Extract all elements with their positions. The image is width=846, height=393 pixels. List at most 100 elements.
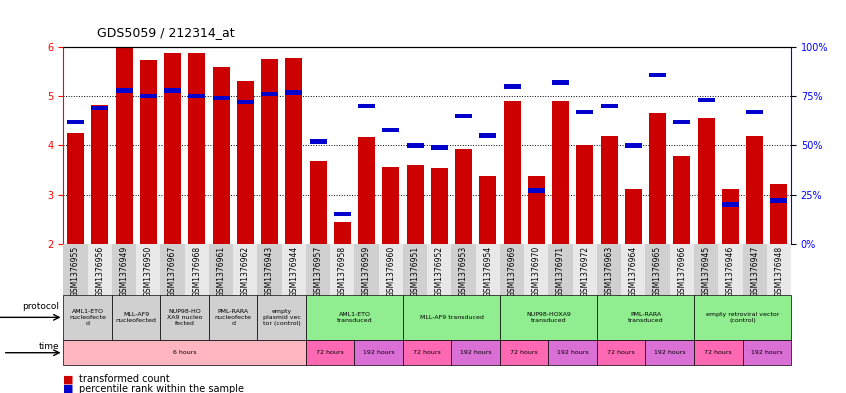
- Bar: [694, 244, 718, 295]
- Bar: [407, 165, 424, 244]
- Bar: [597, 295, 694, 340]
- Text: GSM1376956: GSM1376956: [96, 246, 104, 298]
- Bar: [354, 244, 379, 295]
- Text: GSM1376957: GSM1376957: [314, 246, 322, 298]
- Bar: [161, 244, 184, 295]
- Text: ■: ■: [63, 384, 74, 393]
- Bar: [427, 244, 452, 295]
- Bar: [334, 222, 351, 244]
- Bar: [503, 101, 520, 244]
- Bar: [645, 244, 670, 295]
- Bar: [694, 295, 791, 340]
- Text: GSM1376947: GSM1376947: [750, 246, 759, 298]
- Bar: [673, 119, 690, 124]
- Text: 72 hours: 72 hours: [316, 350, 344, 355]
- Text: GSM1376955: GSM1376955: [71, 246, 80, 298]
- Bar: [140, 94, 157, 98]
- Bar: [403, 340, 452, 365]
- Bar: [525, 244, 548, 295]
- Text: PML-RARA
nucleofecte
d: PML-RARA nucleofecte d: [215, 309, 251, 326]
- Bar: [576, 110, 593, 114]
- Text: GSM1376953: GSM1376953: [459, 246, 468, 298]
- Bar: [743, 244, 766, 295]
- Text: 72 hours: 72 hours: [510, 350, 538, 355]
- Bar: [116, 88, 133, 92]
- Bar: [67, 133, 84, 244]
- Text: GSM1376950: GSM1376950: [144, 246, 153, 298]
- Bar: [112, 295, 161, 340]
- Text: GSM1376949: GSM1376949: [119, 246, 129, 298]
- Bar: [649, 114, 666, 244]
- Bar: [382, 127, 399, 132]
- Text: empty retroviral vector
(control): empty retroviral vector (control): [706, 312, 779, 323]
- Bar: [625, 189, 642, 244]
- Bar: [601, 104, 618, 108]
- Bar: [746, 110, 763, 114]
- Text: 192 hours: 192 hours: [654, 350, 685, 355]
- Bar: [285, 90, 302, 94]
- Text: GSM1376967: GSM1376967: [168, 246, 177, 298]
- Text: GSM1376962: GSM1376962: [241, 246, 250, 298]
- Text: GSM1376963: GSM1376963: [605, 246, 613, 298]
- Bar: [136, 244, 161, 295]
- Bar: [771, 198, 788, 203]
- Bar: [698, 98, 715, 102]
- Text: GSM1376965: GSM1376965: [653, 246, 662, 298]
- Text: GSM1376943: GSM1376943: [265, 246, 274, 298]
- Text: NUP98-HOXA9
transduced: NUP98-HOXA9 transduced: [526, 312, 571, 323]
- Bar: [722, 202, 739, 207]
- Bar: [330, 244, 354, 295]
- Bar: [261, 59, 278, 244]
- Bar: [306, 295, 403, 340]
- Text: 6 hours: 6 hours: [173, 350, 196, 355]
- Bar: [528, 188, 545, 193]
- Bar: [528, 176, 545, 244]
- Bar: [548, 340, 597, 365]
- Bar: [116, 47, 133, 244]
- Bar: [164, 53, 181, 244]
- Text: GDS5059 / 212314_at: GDS5059 / 212314_at: [97, 26, 235, 39]
- Bar: [403, 244, 427, 295]
- Text: AML1-ETO
nucleofecte
d: AML1-ETO nucleofecte d: [69, 309, 106, 326]
- Bar: [403, 295, 500, 340]
- Bar: [597, 244, 621, 295]
- Text: GSM1376964: GSM1376964: [629, 246, 638, 298]
- Bar: [161, 295, 209, 340]
- Bar: [310, 139, 327, 143]
- Text: GSM1376969: GSM1376969: [508, 246, 517, 298]
- Bar: [91, 105, 108, 244]
- Text: GSM1376954: GSM1376954: [483, 246, 492, 298]
- Text: MLL-AF9
nucleofected: MLL-AF9 nucleofected: [116, 312, 157, 323]
- Bar: [237, 81, 254, 244]
- Bar: [500, 295, 597, 340]
- Text: NUP98-HO
XA9 nucleo
fected: NUP98-HO XA9 nucleo fected: [167, 309, 202, 326]
- Bar: [358, 136, 375, 244]
- Bar: [306, 340, 354, 365]
- Bar: [407, 143, 424, 147]
- Text: GSM1376970: GSM1376970: [532, 246, 541, 298]
- Bar: [209, 295, 257, 340]
- Text: GSM1376948: GSM1376948: [774, 246, 783, 298]
- Bar: [164, 88, 181, 92]
- Bar: [285, 58, 302, 244]
- Text: GSM1376945: GSM1376945: [701, 246, 711, 298]
- Bar: [503, 84, 520, 88]
- Bar: [63, 340, 306, 365]
- Bar: [140, 61, 157, 244]
- Bar: [91, 106, 108, 110]
- Text: transformed count: transformed count: [79, 374, 169, 384]
- Bar: [480, 176, 497, 244]
- Bar: [379, 244, 403, 295]
- Text: MLL-AF9 transduced: MLL-AF9 transduced: [420, 315, 483, 320]
- Bar: [382, 167, 399, 244]
- Text: 72 hours: 72 hours: [607, 350, 635, 355]
- Bar: [766, 244, 791, 295]
- Bar: [455, 149, 472, 244]
- Bar: [601, 136, 618, 244]
- Bar: [743, 340, 791, 365]
- Bar: [354, 340, 403, 365]
- Bar: [649, 72, 666, 77]
- Bar: [698, 118, 715, 244]
- Bar: [189, 53, 206, 244]
- Bar: [431, 167, 448, 244]
